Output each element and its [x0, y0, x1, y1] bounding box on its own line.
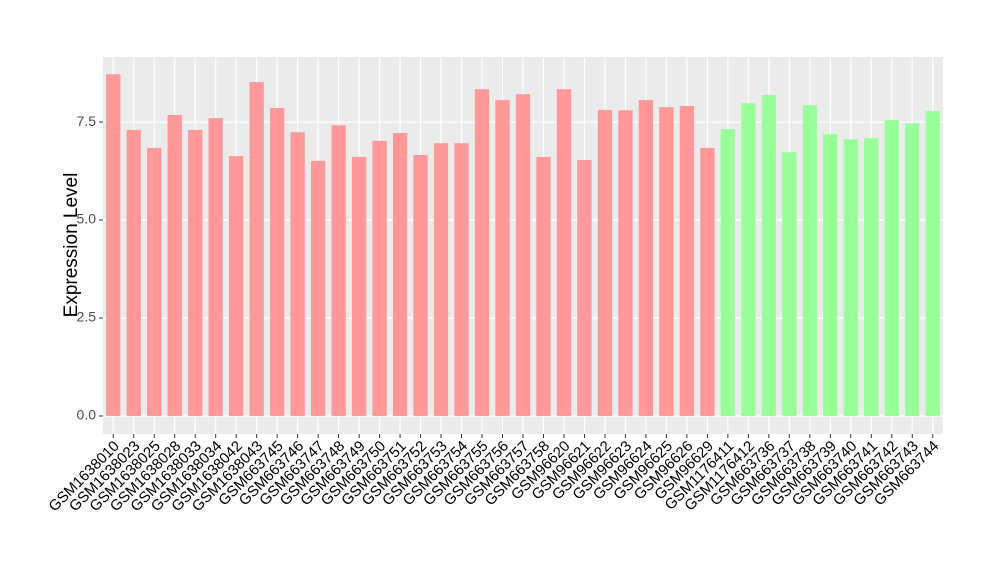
- bar: [433, 143, 449, 416]
- bar: [147, 147, 162, 416]
- bar: [802, 105, 817, 416]
- y-tick-label: 2.5: [77, 309, 97, 325]
- bar: [618, 110, 633, 416]
- bar: [577, 160, 592, 416]
- bar: [905, 123, 920, 416]
- bar: [413, 154, 428, 416]
- y-tick-label: 5.0: [77, 211, 97, 227]
- bar: [106, 74, 121, 416]
- bar: [351, 156, 367, 416]
- bar: [290, 132, 305, 416]
- bar: [167, 115, 182, 416]
- bar: [229, 156, 244, 416]
- bar: [249, 82, 264, 416]
- bar: [392, 133, 408, 416]
- bar: [843, 139, 858, 416]
- y-axis-title: Expression Level: [61, 173, 82, 318]
- bar: [823, 134, 838, 416]
- bar: [720, 129, 736, 416]
- y-tick-label: 0.0: [77, 407, 97, 423]
- bar: [659, 107, 674, 416]
- bar: [741, 103, 756, 416]
- bar: [331, 125, 346, 416]
- bar: [515, 94, 531, 416]
- bar: [454, 143, 469, 416]
- bar: [761, 95, 777, 416]
- bar: [269, 107, 285, 416]
- bar: [536, 156, 551, 416]
- bar: [188, 129, 203, 416]
- bar: [474, 89, 490, 416]
- bar: [495, 100, 510, 416]
- bar: [372, 140, 387, 416]
- bar: [597, 109, 613, 416]
- bar: [679, 105, 695, 416]
- bar: [864, 138, 879, 416]
- bar: [208, 118, 223, 416]
- bar: [700, 147, 715, 416]
- bar: [310, 160, 326, 416]
- bar: [126, 129, 141, 416]
- y-tick-label: 7.5: [77, 113, 97, 129]
- bar: [884, 120, 899, 416]
- bar: [638, 100, 654, 416]
- bar: [556, 89, 572, 416]
- bar: [925, 111, 940, 416]
- bar: [782, 152, 797, 416]
